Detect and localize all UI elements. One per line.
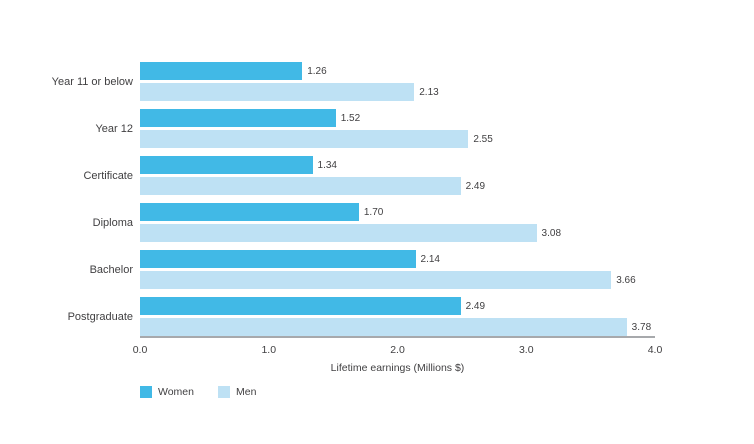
category-label: Certificate bbox=[83, 169, 133, 182]
bar-row: 1.70 bbox=[140, 203, 655, 221]
bar-row: 1.26 bbox=[140, 62, 655, 80]
bar-value-label: 2.13 bbox=[419, 86, 439, 98]
category-label: Year 11 or below bbox=[51, 75, 133, 88]
bar-men bbox=[140, 271, 612, 289]
bar-men bbox=[140, 130, 469, 148]
category-group: Certificate 1.34 2.49 bbox=[83, 156, 655, 195]
legend-swatch-women bbox=[140, 386, 152, 398]
x-axis-title: Lifetime earnings (Millions $) bbox=[330, 362, 465, 374]
bar-value-label: 1.52 bbox=[340, 112, 361, 124]
x-axis-ticks: 0.0 1.0 2.0 3.0 4.0 bbox=[133, 344, 663, 358]
plot-area: Year 11 or below 1.26 2.13 Year 12 1.52 2.55 C… bbox=[52, 62, 655, 336]
bar-row: 2.13 bbox=[140, 83, 655, 101]
bar-value-label: 1.70 bbox=[363, 206, 384, 218]
bar-row: 2.49 bbox=[140, 177, 655, 195]
bar-value-label: 3.66 bbox=[616, 274, 636, 286]
legend-label: Women bbox=[158, 386, 194, 398]
bar-value-label: 3.78 bbox=[631, 321, 652, 333]
category-label: Year 12 bbox=[95, 122, 133, 135]
category-group: Year 12 1.52 2.55 bbox=[95, 109, 655, 148]
bar-row: 2.55 bbox=[140, 130, 655, 148]
bar-row: 3.08 bbox=[140, 224, 655, 242]
bar-women bbox=[140, 109, 336, 127]
x-tick-label: 4.0 bbox=[647, 344, 663, 356]
bar-row: 1.52 bbox=[140, 109, 655, 127]
bar-women bbox=[140, 297, 461, 315]
bar-value-label: 2.55 bbox=[473, 133, 493, 145]
legend: Women Men bbox=[140, 386, 280, 398]
x-tick-label: 2.0 bbox=[390, 344, 405, 356]
bar-row: 1.34 bbox=[140, 156, 655, 174]
bar-value-label: 2.49 bbox=[465, 300, 486, 312]
bar-value-label: 1.26 bbox=[307, 65, 327, 77]
bar-men bbox=[140, 224, 537, 242]
category-label: Postgraduate bbox=[67, 310, 133, 323]
legend-item-women: Women bbox=[140, 386, 194, 398]
legend-swatch-men bbox=[218, 386, 230, 398]
bar-value-label: 2.14 bbox=[420, 253, 440, 265]
bar-row: 2.49 bbox=[140, 297, 655, 315]
bar-value-label: 1.34 bbox=[317, 159, 337, 171]
x-tick-label: 0.0 bbox=[132, 344, 148, 356]
x-axis-line bbox=[140, 336, 655, 338]
bar-men bbox=[140, 318, 627, 336]
category-group: Year 11 or below 1.26 2.13 bbox=[52, 62, 655, 101]
bar-women bbox=[140, 156, 313, 174]
category-group: Bachelor 2.14 3.66 bbox=[90, 250, 655, 289]
bar-women bbox=[140, 62, 303, 80]
bar-value-label: 2.49 bbox=[465, 180, 486, 192]
legend-label: Men bbox=[236, 386, 257, 398]
bar-women bbox=[140, 250, 416, 268]
category-group: Postgraduate 2.49 3.78 bbox=[68, 297, 655, 336]
bar-value-label: 3.08 bbox=[541, 227, 562, 239]
bar-men bbox=[140, 177, 461, 195]
bar-women bbox=[140, 203, 359, 221]
bar-row: 3.66 bbox=[140, 271, 655, 289]
category-label: Diploma bbox=[92, 216, 133, 229]
legend-item-men: Men bbox=[218, 386, 256, 398]
x-tick-label: 3.0 bbox=[518, 344, 534, 356]
bar-men bbox=[140, 83, 415, 101]
bar-row: 3.78 bbox=[140, 318, 655, 336]
x-tick-label: 1.0 bbox=[261, 344, 277, 356]
category-group: Diploma 1.70 3.08 bbox=[93, 203, 655, 242]
bar-row: 2.14 bbox=[140, 250, 655, 268]
category-label: Bachelor bbox=[89, 263, 133, 276]
